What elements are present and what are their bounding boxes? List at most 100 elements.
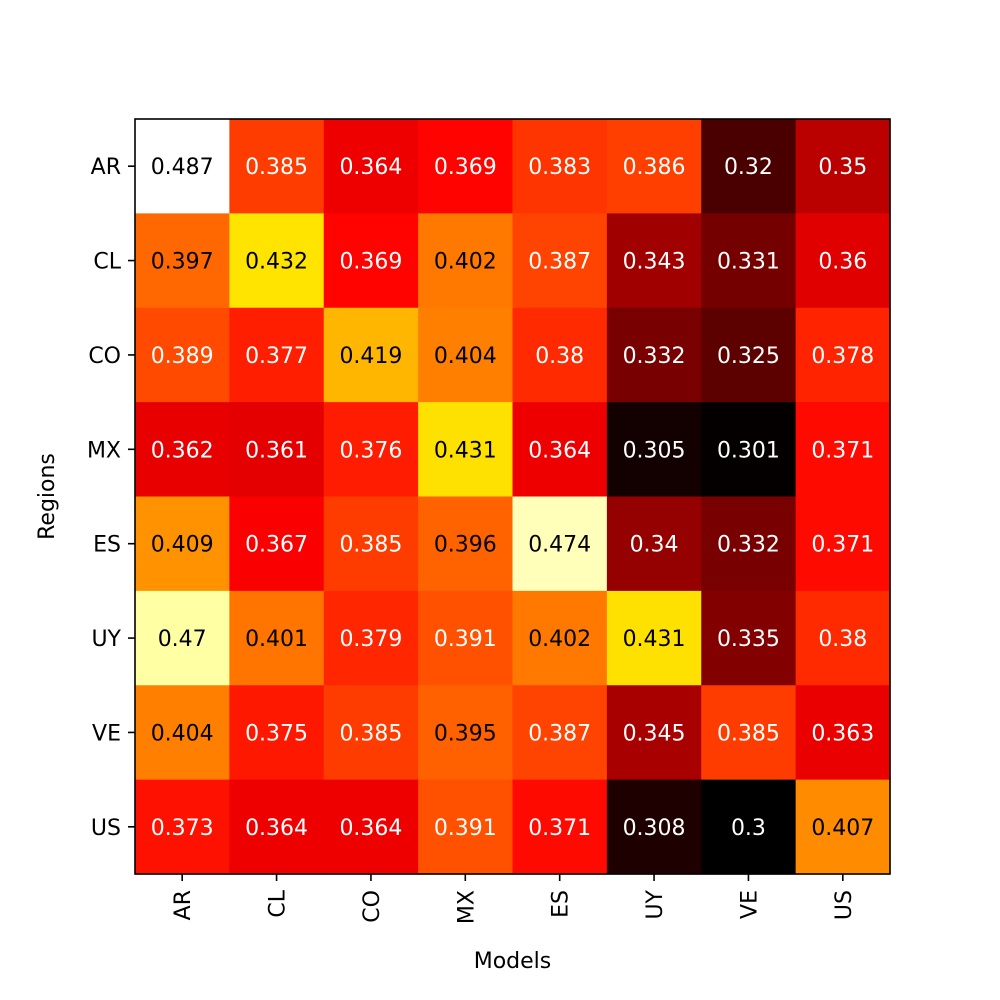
heatmap-cell [795,590,891,686]
heatmap-cell-label: 0.369 [434,155,497,180]
heatmap-cell [323,779,419,875]
heatmap-cell [701,590,797,686]
heatmap-cell-label: 0.35 [818,155,867,180]
heatmap-cell-label: 0.32 [724,155,773,180]
heatmap-cell-label: 0.361 [245,438,308,463]
heatmap-cell-label: 0.377 [245,344,308,369]
heatmap-cell-label: 0.325 [717,344,780,369]
heatmap-cell-label: 0.332 [623,344,686,369]
heatmap-cell [512,119,608,214]
y-axis-label: Regions [35,453,60,540]
heatmap-cell-label: 0.376 [339,438,402,463]
heatmap-cell-label: 0.404 [434,344,497,369]
heatmap-cell [606,685,702,781]
heatmap-cell [229,590,325,686]
heatmap-cell-label: 0.407 [811,816,874,841]
heatmap-cell [512,307,608,403]
heatmap-cell [418,402,514,498]
heatmap-cell [135,590,230,686]
y-tick-label: US [91,816,121,841]
heatmap-cell-label: 0.335 [717,627,780,652]
x-tick-label: AR [171,890,196,920]
heatmap-cell [418,590,514,686]
heatmap-cell [135,213,230,309]
heatmap-cell-label: 0.362 [151,438,214,463]
heatmap-cell [323,685,419,781]
heatmap-cell-label: 0.487 [151,155,214,180]
heatmap-cell [512,779,608,875]
heatmap-cell-label: 0.401 [245,627,308,652]
heatmap-cell-label: 0.308 [623,816,686,841]
x-tick-label: CL [266,889,291,917]
heatmap-cell [606,119,702,214]
heatmap-cell [323,496,419,592]
heatmap-cell [229,119,325,214]
heatmap-cell-label: 0.385 [717,721,780,746]
heatmap-cell-label: 0.383 [528,155,591,180]
heatmap-cell [418,119,514,214]
heatmap-cell-label: 0.371 [811,533,874,558]
heatmap-cell-label: 0.369 [339,250,402,275]
heatmap-cell [795,213,891,309]
x-tick-label: MX [454,890,479,924]
heatmap-cell-label: 0.343 [623,250,686,275]
heatmap-cell [701,685,797,781]
y-tick-label: MX [87,438,121,463]
heatmap-cell [701,496,797,592]
y-axis: AR CL CO MX ES UY VE US [87,155,135,841]
heatmap-cell [606,779,702,875]
heatmap-cells [135,119,891,875]
x-axis-label: Models [474,949,552,974]
heatmap-cell-label: 0.373 [151,816,214,841]
heatmap-cell [418,496,514,592]
heatmap-cell-label: 0.431 [434,438,497,463]
heatmap-cell-label: 0.364 [339,155,402,180]
heatmap-cell [606,590,702,686]
y-tick-label: ES [93,533,121,558]
heatmap-cell-labels: 0.487 0.385 0.364 0.369 0.383 0.386 0.32 0.35 0.… [151,155,875,841]
heatmap-cell [418,779,514,875]
y-tick-label: AR [91,155,121,180]
heatmap-cell-label: 0.391 [434,627,497,652]
heatmap-cell-label: 0.332 [717,533,780,558]
y-tick-label: VE [92,721,121,746]
heatmap-cell-label: 0.419 [339,344,402,369]
heatmap-cell-label: 0.409 [151,533,214,558]
heatmap-cell [701,402,797,498]
y-tick-label: UY [91,627,121,652]
heatmap-cell [229,213,325,309]
heatmap-cell-label: 0.395 [434,721,497,746]
heatmap-cell-label: 0.38 [818,627,867,652]
heatmap-cell-label: 0.474 [528,533,591,558]
heatmap-cell [323,213,419,309]
heatmap-cell-label: 0.47 [158,627,207,652]
heatmap-cell-label: 0.387 [528,250,591,275]
heatmap-cell-label: 0.38 [535,344,584,369]
heatmap-cell [795,779,891,875]
heatmap-cell-label: 0.371 [811,438,874,463]
heatmap-cell [795,119,891,214]
heatmap-cell-label: 0.391 [434,816,497,841]
heatmap-cell-label: 0.404 [151,721,214,746]
y-tick-label: CL [93,250,121,275]
x-tick-label: CO [360,890,385,923]
heatmap-cell [606,213,702,309]
heatmap-cell [606,402,702,498]
heatmap-cell-label: 0.386 [623,155,686,180]
heatmap-cell [229,685,325,781]
heatmap-cell [323,119,419,214]
plot-frame [134,118,891,875]
heatmap-cell [795,496,891,592]
x-tick-label: ES [549,890,574,918]
heatmap-cell-label: 0.378 [811,344,874,369]
heatmap-cell-label: 0.389 [151,344,214,369]
heatmap-cell-label: 0.387 [528,721,591,746]
heatmap-cell-label: 0.402 [528,627,591,652]
heatmap-cell-label: 0.396 [434,533,497,558]
heatmap-cell-label: 0.375 [245,721,308,746]
x-axis: AR CL CO MX ES UY VE US [171,874,857,924]
heatmap-cell-label: 0.385 [339,533,402,558]
heatmap-cell [512,213,608,309]
heatmap-cell [229,307,325,403]
